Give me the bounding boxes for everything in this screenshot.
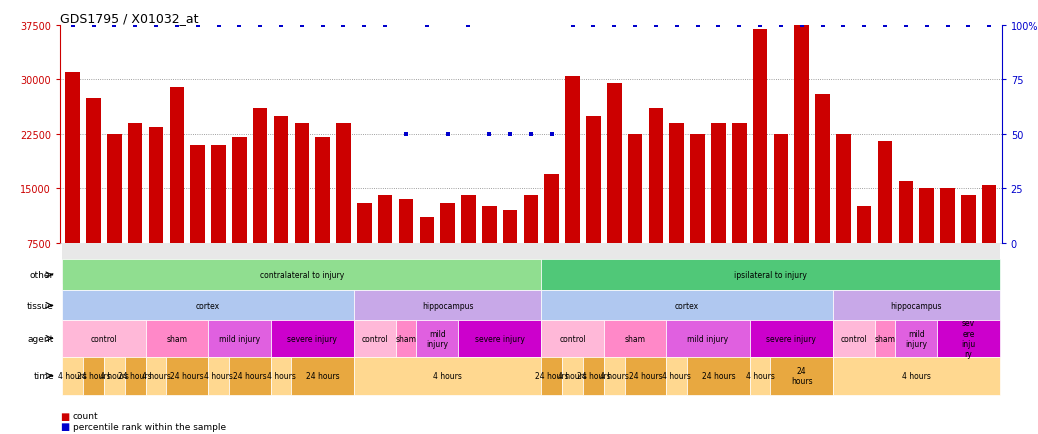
Bar bbox=[169, 88, 184, 297]
Bar bbox=[233, 138, 247, 297]
Text: 4 hours: 4 hours bbox=[100, 372, 129, 380]
Bar bbox=[190, 145, 204, 297]
Text: tissue: tissue bbox=[27, 301, 54, 310]
Text: 4 hours: 4 hours bbox=[267, 372, 296, 380]
Text: mild
injury: mild injury bbox=[905, 329, 927, 348]
Text: 24 hours: 24 hours bbox=[306, 372, 339, 380]
Text: percentile rank within the sample: percentile rank within the sample bbox=[73, 422, 226, 431]
Text: sev
ere
inju
ry: sev ere inju ry bbox=[961, 319, 976, 358]
Bar bbox=[295, 124, 309, 297]
Bar bbox=[794, 26, 809, 297]
Bar bbox=[316, 138, 330, 297]
Bar bbox=[940, 189, 955, 297]
Text: sham: sham bbox=[875, 334, 896, 343]
Text: 4 hours: 4 hours bbox=[558, 372, 588, 380]
Text: 4 hours: 4 hours bbox=[662, 372, 691, 380]
Text: 4 hours: 4 hours bbox=[902, 372, 931, 380]
Bar bbox=[878, 142, 893, 297]
Text: contralateral to injury: contralateral to injury bbox=[260, 271, 344, 279]
Text: sham: sham bbox=[625, 334, 646, 343]
Text: 4 hours: 4 hours bbox=[141, 372, 170, 380]
Text: cortex: cortex bbox=[675, 301, 700, 310]
Bar bbox=[961, 196, 976, 297]
Bar bbox=[274, 116, 289, 297]
Bar bbox=[107, 135, 121, 297]
Bar bbox=[899, 181, 913, 297]
Text: agent: agent bbox=[28, 334, 54, 343]
Text: mild
injury: mild injury bbox=[427, 329, 448, 348]
Bar bbox=[628, 135, 643, 297]
Text: 24 hours: 24 hours bbox=[702, 372, 735, 380]
Bar bbox=[440, 203, 455, 297]
Text: ■: ■ bbox=[60, 411, 70, 421]
Bar bbox=[461, 196, 475, 297]
Text: other: other bbox=[30, 271, 54, 279]
Text: sham: sham bbox=[166, 334, 187, 343]
Bar bbox=[128, 124, 142, 297]
Text: ipsilateral to injury: ipsilateral to injury bbox=[734, 271, 807, 279]
Bar bbox=[753, 30, 767, 297]
Text: 24
hours: 24 hours bbox=[791, 366, 813, 385]
Text: 24 hours: 24 hours bbox=[233, 372, 267, 380]
Text: 24 hours: 24 hours bbox=[629, 372, 662, 380]
Text: 24 hours: 24 hours bbox=[170, 372, 204, 380]
Bar bbox=[378, 196, 392, 297]
Bar bbox=[211, 145, 226, 297]
Text: 24 hours: 24 hours bbox=[535, 372, 569, 380]
Text: cortex: cortex bbox=[196, 301, 220, 310]
Text: control: control bbox=[90, 334, 117, 343]
Text: mild injury: mild injury bbox=[687, 334, 729, 343]
Bar bbox=[336, 124, 351, 297]
Bar bbox=[982, 185, 996, 297]
Text: GDS1795 / X01032_at: GDS1795 / X01032_at bbox=[60, 12, 198, 25]
Bar bbox=[711, 124, 726, 297]
Text: ■: ■ bbox=[60, 421, 70, 431]
Text: 4 hours: 4 hours bbox=[204, 372, 233, 380]
Bar bbox=[732, 124, 746, 297]
Text: hippocampus: hippocampus bbox=[421, 301, 473, 310]
Text: sham: sham bbox=[395, 334, 416, 343]
Text: 4 hours: 4 hours bbox=[745, 372, 774, 380]
Bar bbox=[65, 73, 80, 297]
Bar bbox=[357, 203, 372, 297]
Text: 24 hours: 24 hours bbox=[577, 372, 610, 380]
Bar bbox=[815, 95, 829, 297]
Text: hippocampus: hippocampus bbox=[891, 301, 943, 310]
Text: control: control bbox=[841, 334, 867, 343]
Text: mild injury: mild injury bbox=[219, 334, 260, 343]
Bar bbox=[607, 84, 622, 297]
Bar bbox=[649, 109, 663, 297]
Bar bbox=[545, 174, 559, 297]
Text: control: control bbox=[361, 334, 388, 343]
Bar bbox=[836, 135, 851, 297]
Text: 4 hours: 4 hours bbox=[600, 372, 629, 380]
Text: severe injury: severe injury bbox=[288, 334, 337, 343]
Bar bbox=[502, 210, 517, 297]
Bar bbox=[86, 99, 101, 297]
Text: 24 hours: 24 hours bbox=[118, 372, 152, 380]
Bar bbox=[857, 207, 872, 297]
Bar bbox=[566, 77, 580, 297]
Text: severe injury: severe injury bbox=[474, 334, 524, 343]
Text: time: time bbox=[33, 372, 54, 380]
Text: severe injury: severe injury bbox=[766, 334, 816, 343]
Bar bbox=[690, 135, 705, 297]
Bar bbox=[148, 127, 163, 297]
Text: count: count bbox=[73, 411, 99, 420]
Text: 4 hours: 4 hours bbox=[58, 372, 87, 380]
Bar bbox=[773, 135, 788, 297]
Text: 24 hours: 24 hours bbox=[77, 372, 110, 380]
Text: control: control bbox=[559, 334, 586, 343]
Bar bbox=[419, 218, 434, 297]
Bar bbox=[920, 189, 934, 297]
Text: 4 hours: 4 hours bbox=[433, 372, 462, 380]
Bar bbox=[399, 200, 413, 297]
Bar bbox=[523, 196, 539, 297]
Bar bbox=[482, 207, 496, 297]
Bar bbox=[670, 124, 684, 297]
Bar bbox=[586, 116, 601, 297]
Bar bbox=[253, 109, 268, 297]
